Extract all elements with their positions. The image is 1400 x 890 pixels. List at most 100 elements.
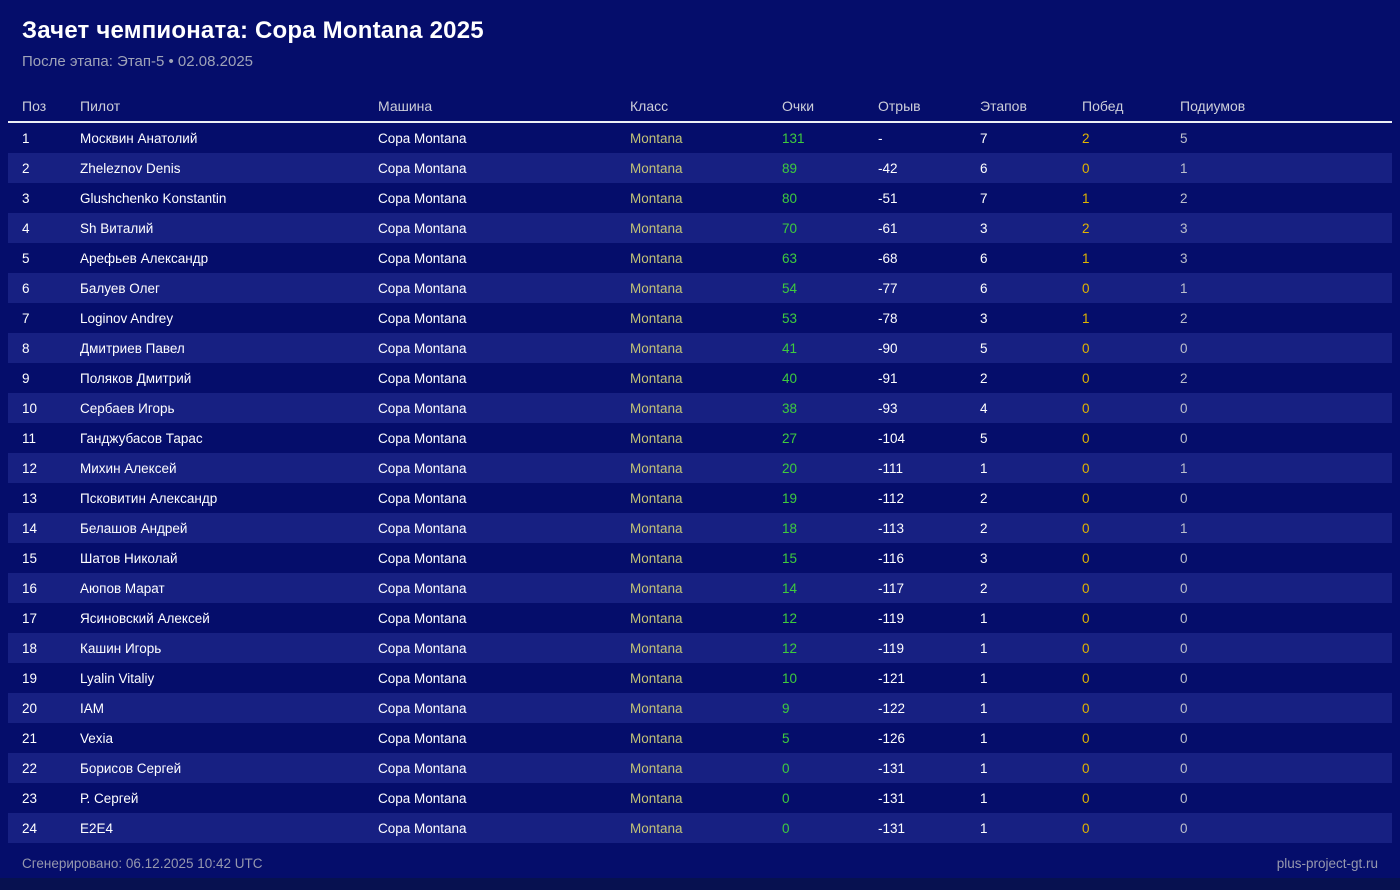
- cell-points: 12: [782, 640, 798, 656]
- cell-car: Copa Montana: [378, 250, 467, 266]
- cell-wins: 0: [1082, 640, 1090, 656]
- cell-pos: 15: [22, 550, 38, 566]
- cell-stages: 3: [980, 310, 988, 326]
- cell-podiums: 0: [1180, 790, 1188, 806]
- cell-cls: Montana: [630, 820, 683, 836]
- cell-wins: 1: [1082, 190, 1090, 206]
- cell-pilot: Дмитриев Павел: [80, 340, 185, 356]
- cell-wins: 0: [1082, 580, 1090, 596]
- cell-stages: 1: [980, 730, 988, 746]
- cell-pilot: Sh Виталий: [80, 220, 154, 236]
- cell-gap: -111: [878, 460, 904, 476]
- table-row: 10 Сербаев Игорь Copa Montana Montana 38 -93 4…: [8, 393, 1392, 423]
- cell-wins: 0: [1082, 280, 1090, 296]
- table-row: 4 Sh Виталий Copa Montana Montana 70 -61 3 2 3: [8, 213, 1392, 243]
- cell-wins: 0: [1082, 610, 1090, 626]
- cell-car: Copa Montana: [378, 580, 467, 596]
- cell-gap: -91: [878, 370, 898, 386]
- table-row: 7 Loginov Andrey Copa Montana Montana 53 -78 3…: [8, 303, 1392, 333]
- cell-pos: 6: [22, 280, 30, 296]
- cell-gap: -68: [878, 250, 898, 266]
- cell-gap: -113: [878, 520, 905, 536]
- cell-podiums: 0: [1180, 400, 1188, 416]
- bottom-bar: [0, 878, 1400, 890]
- cell-pos: 1: [22, 130, 30, 146]
- cell-pos: 18: [22, 640, 38, 656]
- cell-wins: 0: [1082, 520, 1090, 536]
- cell-podiums: 0: [1180, 430, 1188, 446]
- cell-gap: -121: [878, 670, 906, 686]
- column-header-wins: Побед: [1082, 98, 1124, 114]
- cell-pilot: IAM: [80, 700, 105, 716]
- cell-pilot: Псковитин Александр: [80, 490, 218, 506]
- cell-podiums: 2: [1180, 310, 1188, 326]
- cell-pos: 7: [22, 310, 30, 326]
- table-row: 12 Михин Алексей Copa Montana Montana 20 -111…: [8, 453, 1392, 483]
- cell-cls: Montana: [630, 610, 683, 626]
- cell-gap: -: [878, 130, 883, 146]
- cell-gap: -78: [878, 310, 898, 326]
- cell-cls: Montana: [630, 700, 683, 716]
- cell-pilot: Ясиновский Алексей: [80, 610, 210, 626]
- cell-car: Copa Montana: [378, 820, 467, 836]
- table-row: 8 Дмитриев Павел Copa Montana Montana 41 -90 5…: [8, 333, 1392, 363]
- cell-points: 89: [782, 160, 798, 176]
- cell-pilot: Lyalin Vitaliy: [80, 670, 155, 686]
- cell-wins: 0: [1082, 370, 1090, 386]
- cell-gap: -61: [878, 220, 898, 236]
- table-header-row: Поз Пилот Машина Класс Очки Отрыв Этапов Побед П…: [8, 91, 1392, 123]
- cell-pos: 13: [22, 490, 38, 506]
- cell-gap: -112: [878, 490, 905, 506]
- cell-pos: 9: [22, 370, 30, 386]
- cell-podiums: 0: [1180, 490, 1188, 506]
- cell-pos: 5: [22, 250, 30, 266]
- cell-cls: Montana: [630, 250, 683, 266]
- cell-car: Copa Montana: [378, 190, 467, 206]
- cell-pilot: Шатов Николай: [80, 550, 178, 566]
- cell-stages: 3: [980, 220, 988, 236]
- cell-pos: 20: [22, 700, 38, 716]
- column-header-cls: Класс: [630, 98, 669, 114]
- cell-wins: 0: [1082, 400, 1090, 416]
- cell-pilot: Ганджубасов Тарас: [80, 430, 203, 446]
- table-row: 16 Аюпов Марат Copa Montana Montana 14 -117 2 0…: [8, 573, 1392, 603]
- cell-podiums: 0: [1180, 760, 1188, 776]
- cell-stages: 2: [980, 580, 988, 596]
- cell-podiums: 1: [1180, 460, 1188, 476]
- cell-gap: -90: [878, 340, 898, 356]
- table-row: 2 Zheleznov Denis Copa Montana Montana 89 -42…: [8, 153, 1392, 183]
- page-header: Зачет чемпионата: Copa Montana 2025 Посл…: [0, 0, 1400, 71]
- cell-stages: 1: [980, 700, 988, 716]
- cell-car: Copa Montana: [378, 460, 467, 476]
- cell-car: Copa Montana: [378, 280, 467, 296]
- cell-gap: -131: [878, 790, 906, 806]
- cell-podiums: 0: [1180, 640, 1188, 656]
- cell-gap: -131: [878, 760, 906, 776]
- cell-points: 0: [782, 760, 790, 776]
- cell-pilot: Борисов Сергей: [80, 760, 182, 776]
- cell-points: 70: [782, 220, 798, 236]
- cell-wins: 0: [1082, 340, 1090, 356]
- column-header-stages: Этапов: [980, 98, 1027, 114]
- cell-pilot: Поляков Дмитрий: [80, 370, 192, 386]
- cell-cls: Montana: [630, 730, 683, 746]
- cell-cls: Montana: [630, 550, 683, 566]
- cell-car: Copa Montana: [378, 760, 467, 776]
- cell-car: Copa Montana: [378, 490, 467, 506]
- cell-stages: 3: [980, 550, 988, 566]
- cell-podiums: 1: [1180, 280, 1188, 296]
- cell-podiums: 1: [1180, 520, 1188, 536]
- cell-wins: 0: [1082, 820, 1090, 836]
- cell-pilot: Аюпов Марат: [80, 580, 165, 596]
- cell-car: Copa Montana: [378, 550, 467, 566]
- cell-gap: -131: [878, 820, 906, 836]
- cell-gap: -93: [878, 400, 898, 416]
- table-row: 21 Vexia Copa Montana Montana 5 -126 1 0 0: [8, 723, 1392, 753]
- cell-pos: 24: [22, 820, 38, 836]
- cell-pilot: Москвин Анатолий: [80, 130, 198, 146]
- cell-car: Copa Montana: [378, 370, 467, 386]
- cell-stages: 1: [980, 640, 988, 656]
- cell-cls: Montana: [630, 520, 683, 536]
- cell-points: 53: [782, 310, 798, 326]
- cell-car: Copa Montana: [378, 790, 467, 806]
